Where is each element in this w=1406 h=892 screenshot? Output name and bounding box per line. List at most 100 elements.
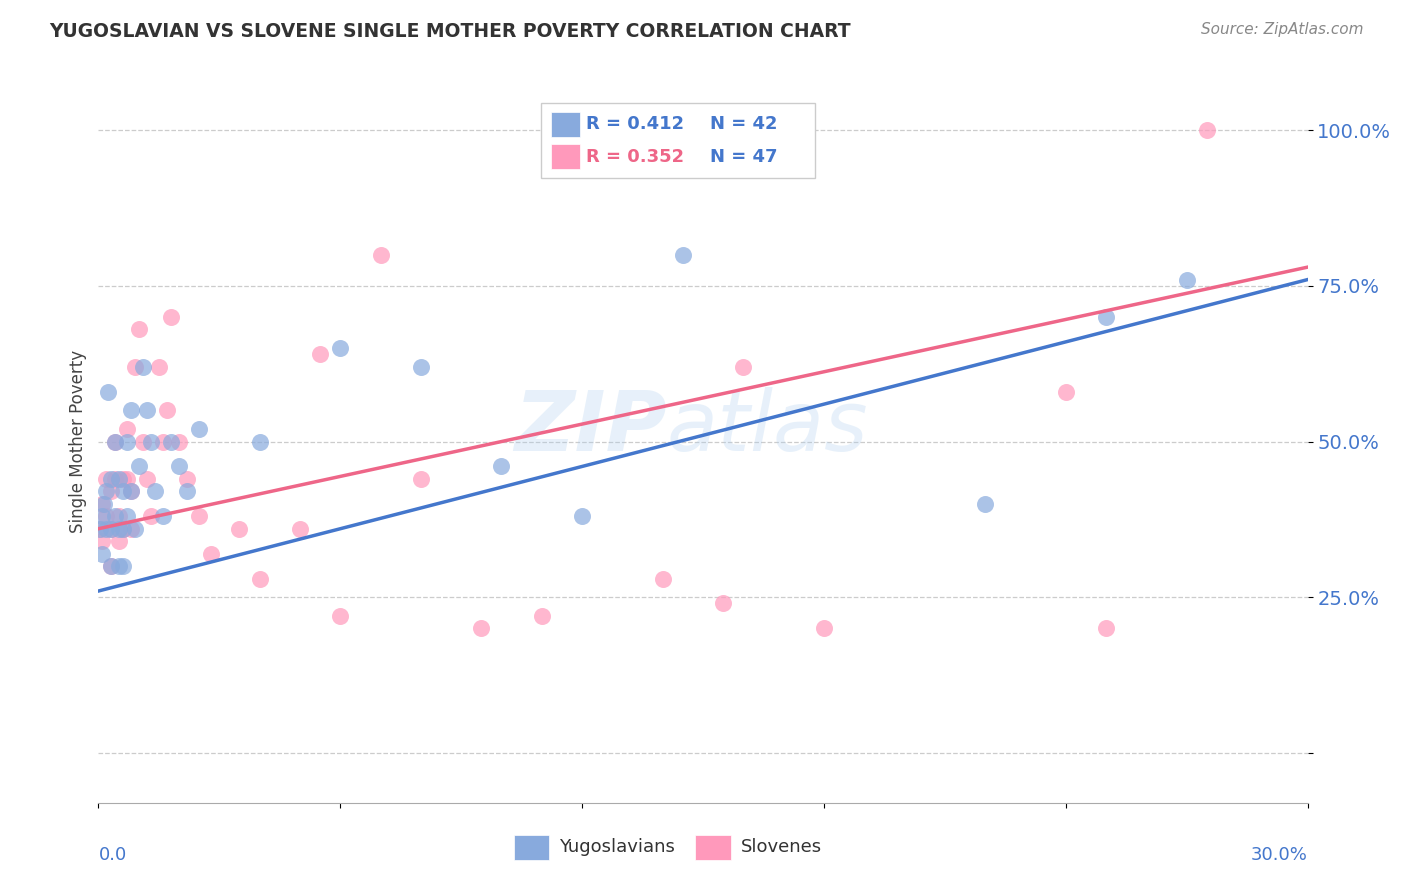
Point bbox=[491, 459, 513, 474]
Text: R = 0.412: R = 0.412 bbox=[586, 115, 685, 134]
Point bbox=[115, 434, 138, 449]
Point bbox=[111, 522, 134, 536]
Point bbox=[167, 434, 190, 449]
Text: ZIP: ZIP bbox=[515, 386, 666, 467]
Text: N = 47: N = 47 bbox=[710, 147, 778, 166]
Text: Slovenes: Slovenes bbox=[741, 838, 821, 856]
Text: R = 0.352: R = 0.352 bbox=[586, 147, 685, 166]
Point bbox=[120, 522, 142, 536]
Bar bbox=[551, 112, 579, 137]
Point bbox=[124, 359, 146, 374]
Text: YUGOSLAVIAN VS SLOVENE SINGLE MOTHER POVERTY CORRELATION CHART: YUGOSLAVIAN VS SLOVENE SINGLE MOTHER POV… bbox=[49, 22, 851, 41]
Point bbox=[100, 559, 122, 574]
Point bbox=[111, 559, 134, 574]
Point bbox=[91, 547, 114, 561]
Point bbox=[1054, 384, 1077, 399]
Point bbox=[200, 547, 222, 561]
Point bbox=[91, 497, 114, 511]
Point bbox=[100, 472, 122, 486]
Text: atlas: atlas bbox=[666, 386, 869, 467]
Point bbox=[309, 347, 332, 361]
Point bbox=[89, 522, 111, 536]
Point bbox=[711, 597, 734, 611]
Point bbox=[974, 497, 997, 511]
Point bbox=[107, 559, 129, 574]
Point bbox=[100, 522, 122, 536]
Text: 0.0: 0.0 bbox=[98, 847, 127, 864]
Point bbox=[128, 322, 150, 336]
Point bbox=[124, 522, 146, 536]
Point bbox=[148, 359, 170, 374]
Point bbox=[733, 359, 755, 374]
Point bbox=[96, 484, 118, 499]
Point bbox=[96, 472, 118, 486]
Bar bbox=[515, 835, 550, 860]
Point bbox=[103, 434, 125, 449]
Point bbox=[1095, 310, 1118, 324]
Point bbox=[370, 248, 392, 262]
Point bbox=[470, 621, 492, 635]
Point bbox=[115, 509, 138, 524]
Text: 30.0%: 30.0% bbox=[1251, 847, 1308, 864]
Point bbox=[128, 459, 150, 474]
Bar bbox=[551, 144, 579, 169]
Point bbox=[91, 534, 114, 549]
Point bbox=[288, 522, 311, 536]
Point bbox=[120, 484, 142, 499]
Point bbox=[103, 434, 125, 449]
Point bbox=[1095, 621, 1118, 635]
Point bbox=[111, 522, 134, 536]
Point bbox=[160, 434, 183, 449]
Point bbox=[97, 384, 120, 399]
Point bbox=[111, 472, 134, 486]
Point bbox=[152, 509, 174, 524]
Point bbox=[249, 572, 271, 586]
Point bbox=[1175, 272, 1198, 286]
Point bbox=[103, 472, 125, 486]
Point bbox=[115, 422, 138, 436]
Point bbox=[100, 522, 122, 536]
Point bbox=[329, 341, 352, 355]
Point bbox=[103, 509, 125, 524]
Point bbox=[1195, 123, 1218, 137]
Point bbox=[160, 310, 183, 324]
Point bbox=[143, 484, 166, 499]
Text: Yugoslavians: Yugoslavians bbox=[560, 838, 675, 856]
Point bbox=[93, 497, 115, 511]
Point bbox=[107, 472, 129, 486]
Point bbox=[813, 621, 835, 635]
Point bbox=[111, 484, 134, 499]
Point bbox=[152, 434, 174, 449]
Point bbox=[571, 509, 593, 524]
Point bbox=[100, 559, 122, 574]
Point bbox=[530, 609, 553, 624]
Point bbox=[96, 522, 118, 536]
Point bbox=[107, 522, 129, 536]
Point bbox=[139, 434, 162, 449]
Point bbox=[132, 359, 155, 374]
Text: Source: ZipAtlas.com: Source: ZipAtlas.com bbox=[1201, 22, 1364, 37]
Point bbox=[89, 522, 111, 536]
Y-axis label: Single Mother Poverty: Single Mother Poverty bbox=[69, 350, 87, 533]
Point bbox=[96, 509, 118, 524]
Point bbox=[132, 434, 155, 449]
Point bbox=[107, 534, 129, 549]
Point bbox=[176, 472, 198, 486]
Point bbox=[409, 359, 432, 374]
Point bbox=[228, 522, 250, 536]
Point bbox=[188, 422, 211, 436]
Point bbox=[651, 572, 673, 586]
Bar bbox=[695, 835, 731, 860]
Point bbox=[176, 484, 198, 499]
Point bbox=[120, 403, 142, 417]
Point bbox=[672, 248, 695, 262]
Point bbox=[139, 509, 162, 524]
Point bbox=[135, 403, 157, 417]
Point bbox=[135, 472, 157, 486]
Point bbox=[329, 609, 352, 624]
Point bbox=[156, 403, 179, 417]
Point bbox=[167, 459, 190, 474]
Point bbox=[91, 509, 114, 524]
Point bbox=[107, 509, 129, 524]
Point bbox=[409, 472, 432, 486]
